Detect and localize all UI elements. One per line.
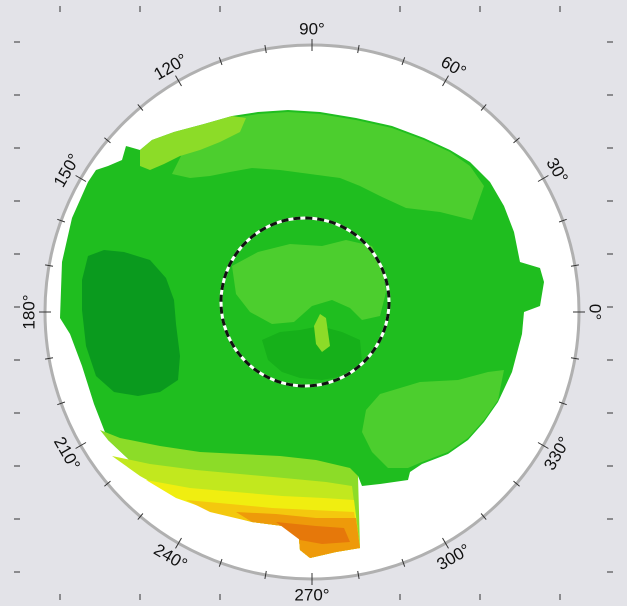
minor-tick	[45, 264, 54, 267]
frame-ticks	[14, 6, 613, 600]
major-tick	[442, 75, 449, 87]
heatmap-region-center-light	[232, 240, 386, 324]
heatmap-region-dark-orange	[276, 522, 350, 544]
minor-tick	[137, 513, 144, 520]
minor-tick	[480, 104, 487, 111]
major-tick	[442, 537, 449, 549]
angle-label-0: 0°	[586, 304, 605, 320]
minor-tick	[218, 558, 223, 567]
minor-tick	[558, 218, 567, 223]
heatmap-region-green-yellow	[140, 116, 246, 170]
minor-tick	[513, 137, 520, 144]
major-tick	[175, 75, 182, 87]
minor-tick	[357, 45, 360, 54]
major-tick	[75, 442, 87, 449]
major-tick	[175, 537, 182, 549]
minor-tick	[137, 104, 144, 111]
minor-tick	[264, 570, 267, 579]
minor-tick	[264, 45, 267, 54]
minor-tick	[401, 57, 406, 66]
angular-ticks	[39, 39, 585, 585]
heatmap-region-green-light	[362, 370, 504, 468]
heatmap-region-green-light	[172, 112, 484, 220]
minor-tick	[480, 513, 487, 520]
major-tick	[537, 175, 549, 182]
heatmap-regions	[60, 110, 544, 558]
angle-label-270: 270°	[294, 586, 329, 605]
angle-label-60: 60°	[438, 52, 470, 81]
minor-tick	[45, 357, 54, 360]
minor-tick	[558, 401, 567, 406]
heatmap-region-orange	[236, 512, 360, 558]
minor-tick	[104, 480, 111, 487]
minor-tick	[104, 137, 111, 144]
minor-tick	[57, 401, 66, 406]
angle-label-30: 30°	[542, 155, 571, 187]
minor-tick	[513, 480, 520, 487]
major-tick	[75, 175, 87, 182]
heatmap-region-center-spot	[314, 314, 330, 352]
heatmap-region-center-dark	[262, 326, 362, 380]
inner-circle-dashed	[219, 216, 391, 388]
minor-tick	[218, 57, 223, 66]
minor-tick	[57, 218, 66, 223]
angle-label-180: 180°	[20, 294, 39, 329]
angle-label-90: 90°	[299, 20, 325, 39]
minor-tick	[357, 570, 360, 579]
major-tick	[537, 442, 549, 449]
minor-tick	[401, 558, 406, 567]
heatmap-region-green-dark	[82, 250, 180, 396]
minor-tick	[570, 357, 579, 360]
minor-tick	[570, 264, 579, 267]
